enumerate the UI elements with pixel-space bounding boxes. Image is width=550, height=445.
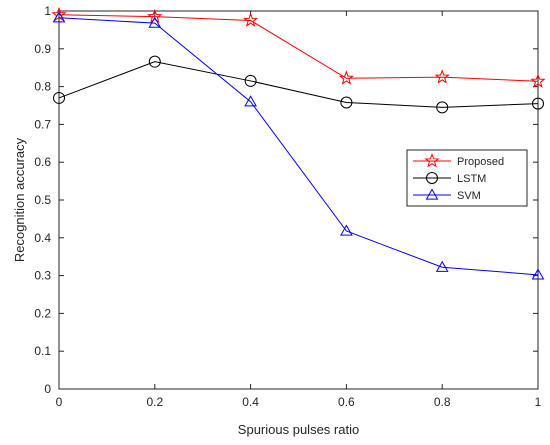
legend: Proposed LSTM SVM <box>406 149 528 207</box>
data-point-svm <box>340 224 353 236</box>
data-point-lstm <box>340 96 353 109</box>
y-axis-label: Recognition accuracy <box>12 137 27 262</box>
data-point-svm <box>244 95 257 107</box>
data-point-proposed <box>51 6 67 22</box>
series-line-lstm <box>58 61 539 108</box>
x-axis-label: Spurious pulses ratio <box>238 422 359 437</box>
data-point-svm <box>148 16 162 28</box>
y-tick-label: 0.9 <box>34 42 51 56</box>
x-tick-label: 0.4 <box>242 395 259 409</box>
x-tick-label: 0.8 <box>434 395 451 409</box>
data-point-svm <box>531 268 545 280</box>
y-tick-label: 0 <box>44 382 51 396</box>
data-point-lstm <box>53 91 65 104</box>
legend-label-proposed: Proposed <box>457 156 504 168</box>
y-tick-label: 0.5 <box>34 193 51 207</box>
data-point-proposed <box>530 73 546 88</box>
x-tick-label: 0.2 <box>146 395 163 409</box>
y-tick-label: 0.4 <box>34 231 51 245</box>
data-point-proposed <box>434 69 450 84</box>
y-tick-label: 0.1 <box>34 344 51 358</box>
legend-label-lstm: LSTM <box>457 173 486 185</box>
y-tick-label: 0.8 <box>34 80 51 94</box>
series-layer <box>51 6 546 280</box>
data-point-svm <box>52 11 66 23</box>
x-axis: 0 0.2 0.4 0.6 0.8 1 <box>56 11 542 409</box>
x-tick-label: 1 <box>535 395 542 409</box>
y-axis: 0 0.1 0.2 0.3 0.4 0.5 0.6 0.7 0.8 0.9 1 <box>34 4 538 396</box>
legend-label-svm: SVM <box>457 190 481 202</box>
x-tick-label: 0.6 <box>338 395 355 409</box>
data-point-proposed <box>147 8 163 24</box>
y-tick-label: 0.7 <box>34 117 51 131</box>
series-line-proposed <box>58 14 539 82</box>
y-tick-label: 0.3 <box>34 269 51 283</box>
legend-marker-lstm <box>426 172 438 184</box>
y-tick-label: 1 <box>44 4 51 18</box>
data-point-lstm <box>436 101 449 114</box>
data-point-lstm <box>532 97 544 110</box>
y-tick-label: 0.2 <box>34 306 51 320</box>
data-point-lstm <box>148 55 161 68</box>
x-tick-label: 0 <box>56 395 63 409</box>
series-line-svm <box>58 17 539 276</box>
data-point-proposed <box>338 70 354 85</box>
data-point-svm <box>435 260 449 272</box>
y-tick-label: 0.6 <box>34 155 51 169</box>
data-point-proposed <box>243 12 259 27</box>
data-point-lstm <box>244 74 257 87</box>
legend-marker-proposed <box>424 153 440 168</box>
legend-marker-svm <box>425 188 439 200</box>
